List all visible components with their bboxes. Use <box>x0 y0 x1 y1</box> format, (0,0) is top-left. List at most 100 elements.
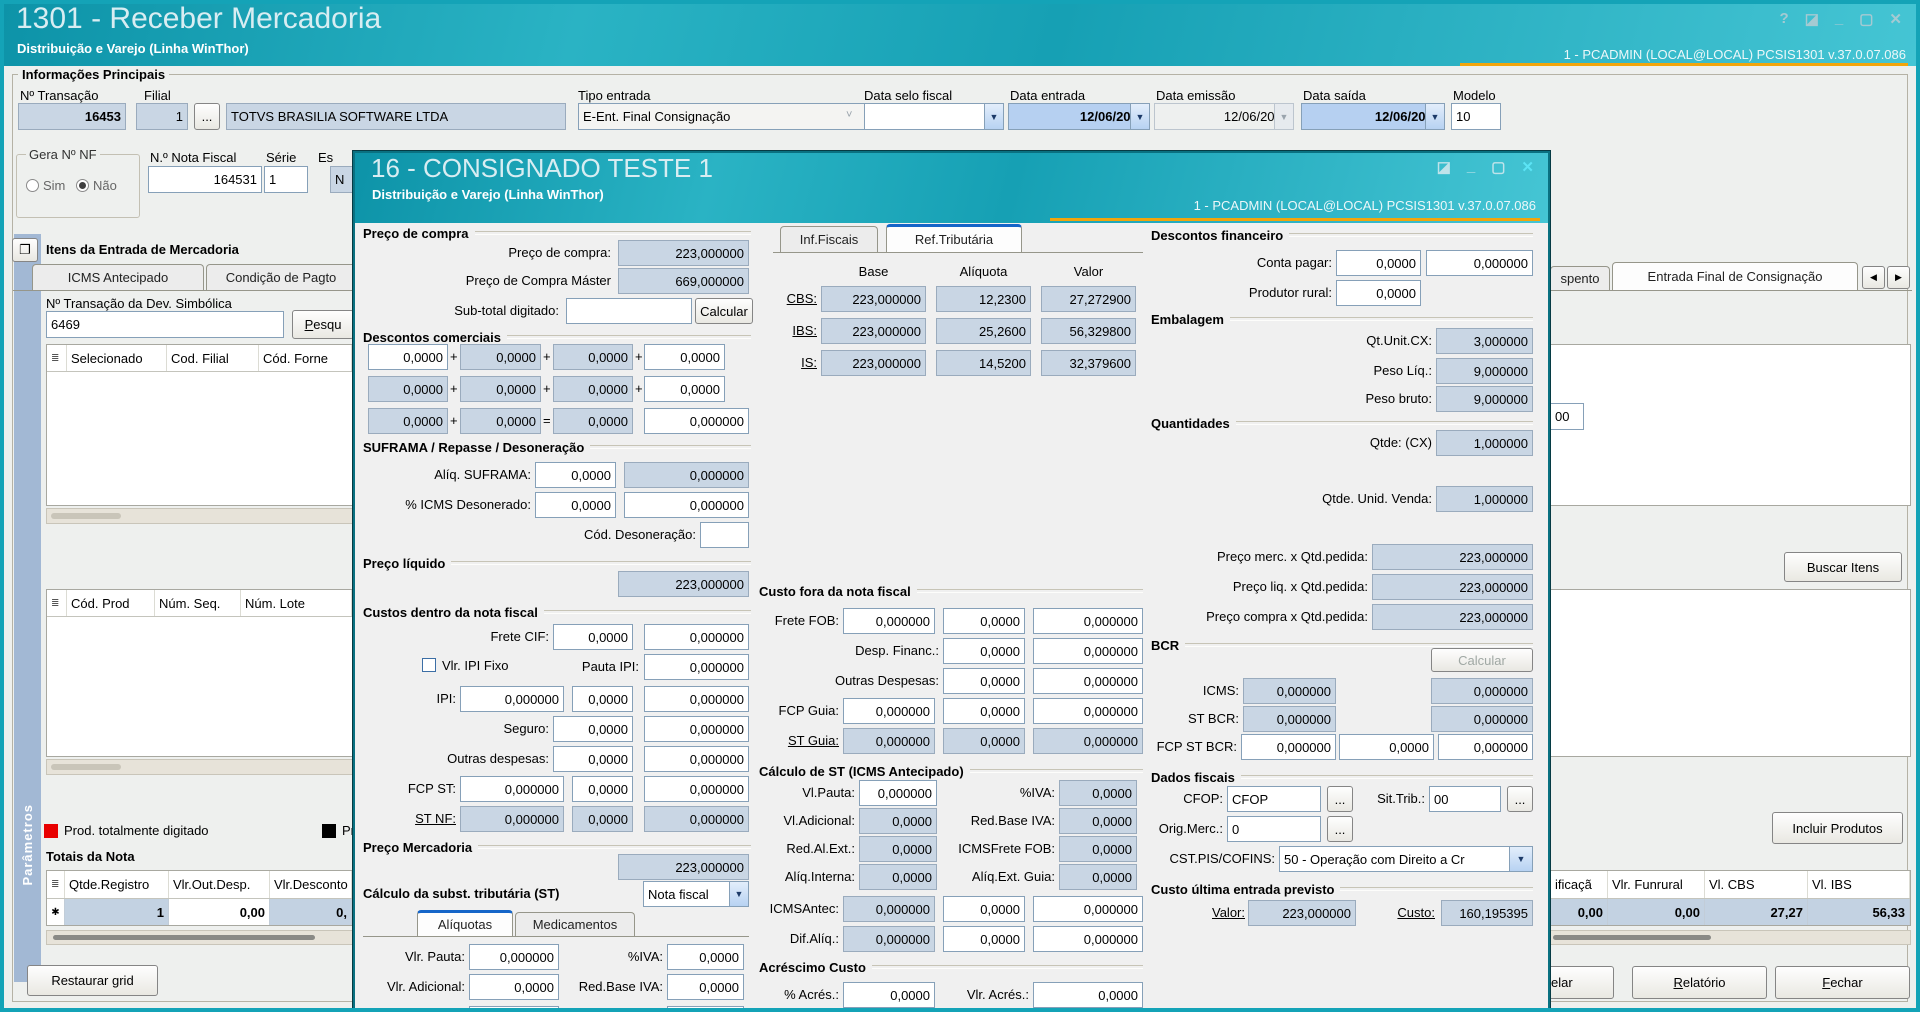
fcp-st-field3[interactable]: 0,000000 <box>644 776 749 802</box>
filial-lookup-button[interactable]: ... <box>194 103 220 130</box>
vlr-pauta-field[interactable]: 0,000000 <box>469 944 559 970</box>
ipi-field3[interactable]: 0,000000 <box>644 686 749 712</box>
help-icon[interactable]: ? <box>1779 10 1789 27</box>
desp-financ-field2[interactable]: 0,000000 <box>1033 638 1143 664</box>
outras-despesas2-field1[interactable]: 0,0000 <box>943 668 1025 694</box>
tab-fragment[interactable]: spento <box>1550 266 1610 290</box>
maximize-icon[interactable]: ▢ <box>1491 159 1506 176</box>
subtotal-field[interactable] <box>566 298 692 324</box>
grid1-col-selecionado[interactable]: Selecionado <box>67 345 167 371</box>
radio-nao[interactable] <box>76 179 89 192</box>
seguro-field1[interactable]: 0,0000 <box>553 716 633 742</box>
dev-simbolica-input[interactable]: 6469 <box>46 311 284 338</box>
orig-merc-field[interactable]: 0 <box>1227 816 1321 842</box>
tab-entrada-final-consignacao[interactable]: Entrada Final de Consignação <box>1612 262 1858 290</box>
redbase-iva-field[interactable]: 0,0000 <box>667 974 744 1000</box>
fcp-st-bcr-field1[interactable]: 0,000000 <box>1241 734 1336 760</box>
vlr-adicional-field[interactable]: 0,0000 <box>469 974 559 1000</box>
radio-sim-label[interactable]: Sim <box>43 178 66 193</box>
tab-aliquotas[interactable]: Alíquotas <box>417 910 513 936</box>
clipped-field[interactable] <box>469 1006 559 1008</box>
cancelar-button-fragment[interactable]: elar <box>1544 966 1614 999</box>
radio-sim[interactable] <box>26 179 39 192</box>
cst-combo[interactable]: 50 - Operação com Direito a Cr <box>1279 846 1533 872</box>
totais-grid-left[interactable]: ≣ Qtde.Registro Vlr.Out.Desp. Vlr.Descon… <box>46 870 353 926</box>
fcp-guia-field1[interactable]: 0,000000 <box>843 698 935 724</box>
cst-dropdown-button[interactable]: ▼ <box>1509 846 1533 872</box>
conta-pagar-field2[interactable]: 0,000000 <box>1426 250 1533 276</box>
data-selo-dropdown-button[interactable]: ▼ <box>984 103 1004 130</box>
totais-col-funrural[interactable]: Vlr. Funrural <box>1608 871 1705 898</box>
fcp-guia-field3[interactable]: 0,000000 <box>1033 698 1143 724</box>
grid1-col-fornecedor[interactable]: Cód. Forne <box>259 345 352 371</box>
tab-inf-fiscais[interactable]: Inf.Fiscais <box>780 226 878 252</box>
relatorio-button[interactable]: Relatório <box>1632 966 1767 999</box>
cfop-field[interactable]: CFOP <box>1227 786 1321 812</box>
data-selo-combo[interactable] <box>864 103 1004 130</box>
restore-icon[interactable]: ◪ <box>1804 11 1819 28</box>
incluir-produtos-button[interactable]: Incluir Produtos <box>1772 812 1903 844</box>
desp-financ-field1[interactable]: 0,0000 <box>943 638 1025 664</box>
modelo-field[interactable]: 10 <box>1451 103 1501 130</box>
ipi-field1[interactable]: 0,000000 <box>460 686 564 712</box>
frete-cif-field1[interactable]: 0,0000 <box>553 624 633 650</box>
minimize-icon[interactable]: _ <box>1466 158 1476 175</box>
outras-despesas-field1[interactable]: 0,0000 <box>553 746 633 772</box>
conta-pagar-field1[interactable]: 0,0000 <box>1336 250 1421 276</box>
iva-field[interactable]: 0,0000 <box>667 944 744 970</box>
ipi-fixo-label[interactable]: Vlr. IPI Fixo <box>442 658 509 673</box>
totais-col-desconto[interactable]: Vlr.Desconto <box>270 871 352 898</box>
fcp-st-field2[interactable]: 0,0000 <box>572 776 633 802</box>
totais-col-cbs[interactable]: Vl. CBS <box>1705 871 1808 898</box>
totais-col-outdesp[interactable]: Vlr.Out.Desp. <box>169 871 270 898</box>
aliq-suframa-field1[interactable]: 0,0000 <box>535 462 616 488</box>
fcp-guia-field2[interactable]: 0,0000 <box>943 698 1025 724</box>
ipi-fixo-checkbox[interactable] <box>422 658 436 672</box>
grid-itens[interactable]: ≣ Selecionado Cod. Filial Cód. Forne <box>46 344 353 506</box>
close-icon[interactable]: ✕ <box>1889 11 1902 28</box>
dif-aliq-field2[interactable]: 0,0000 <box>943 926 1025 952</box>
vlr-acres-field[interactable]: 0,0000 <box>1033 982 1143 1008</box>
totais-col-bonificacao[interactable]: ificaçã <box>1551 871 1608 898</box>
desconto-r1c1[interactable]: 0,0000 <box>368 344 448 370</box>
tab-medicamentos[interactable]: Medicamentos <box>515 912 635 936</box>
seguro-field2[interactable]: 0,000000 <box>644 716 749 742</box>
grid2-col-numlote[interactable]: Núm. Lote <box>241 590 352 616</box>
tipo-entrada-combo[interactable]: E-Ent. Final Consignação <box>578 103 866 130</box>
totais-col-qtde[interactable]: Qtde.Registro <box>65 871 169 898</box>
totais-grid-right[interactable]: ificaçã Vlr. Funrural Vl. CBS Vl. IBS 0,… <box>1550 870 1911 926</box>
frete-fob-field3[interactable]: 0,000000 <box>1033 608 1143 634</box>
ipi-field2[interactable]: 0,0000 <box>572 686 633 712</box>
grid2-scrollbar[interactable] <box>46 759 353 775</box>
nota-fiscal-field[interactable]: 164531 <box>148 166 262 193</box>
tab-icms-antecipado[interactable]: ICMS Antecipado <box>32 264 204 290</box>
fcp-st-bcr-field3[interactable]: 0,000000 <box>1438 734 1533 760</box>
grid2-col-numseq[interactable]: Núm. Seq. <box>155 590 241 616</box>
icms-antec-field2[interactable]: 0,0000 <box>943 896 1025 922</box>
radio-nao-label[interactable]: Não <box>93 178 117 193</box>
minimize-icon[interactable]: _ <box>1834 10 1844 27</box>
calc-st-dropdown-button[interactable]: ▼ <box>729 881 749 907</box>
data-saida-dropdown-button[interactable]: ▼ <box>1425 103 1445 130</box>
frete-fob-field1[interactable]: 0,000000 <box>843 608 935 634</box>
grid1-scrollbar[interactable] <box>46 508 353 524</box>
parametros-tab[interactable]: Parâmetros <box>20 804 35 886</box>
icms-antec-field3[interactable]: 0,000000 <box>1033 896 1143 922</box>
pauta-ipi-field[interactable]: 0,000000 <box>644 654 749 680</box>
tab-condicao-pagto[interactable]: Condição de Pagto <box>206 264 356 290</box>
clipped-field[interactable] <box>667 1006 744 1008</box>
vl-pauta-field[interactable]: 0,000000 <box>859 780 937 806</box>
pesquisar-button[interactable]: Pesqu <box>292 310 354 339</box>
bcr-calcular-button[interactable]: Calcular <box>1431 648 1533 672</box>
orig-merc-lookup-button[interactable]: ... <box>1327 816 1353 842</box>
desconto-r2c4[interactable]: 0,0000 <box>644 376 725 402</box>
cascade-icon[interactable]: ❐ <box>12 238 38 262</box>
totais-scrollbar-right[interactable] <box>1550 930 1911 945</box>
fechar-button[interactable]: Fechar <box>1775 966 1910 999</box>
grid2-col-codprod[interactable]: Cód. Prod <box>67 590 155 616</box>
dif-aliq-field3[interactable]: 0,000000 <box>1033 926 1143 952</box>
outras-despesas-field2[interactable]: 0,000000 <box>644 746 749 772</box>
cfop-lookup-button[interactable]: ... <box>1327 786 1353 812</box>
tab-prev-icon[interactable]: ◀ <box>1862 266 1885 289</box>
tab-ref-tributaria[interactable]: Ref.Tributária <box>886 224 1022 252</box>
